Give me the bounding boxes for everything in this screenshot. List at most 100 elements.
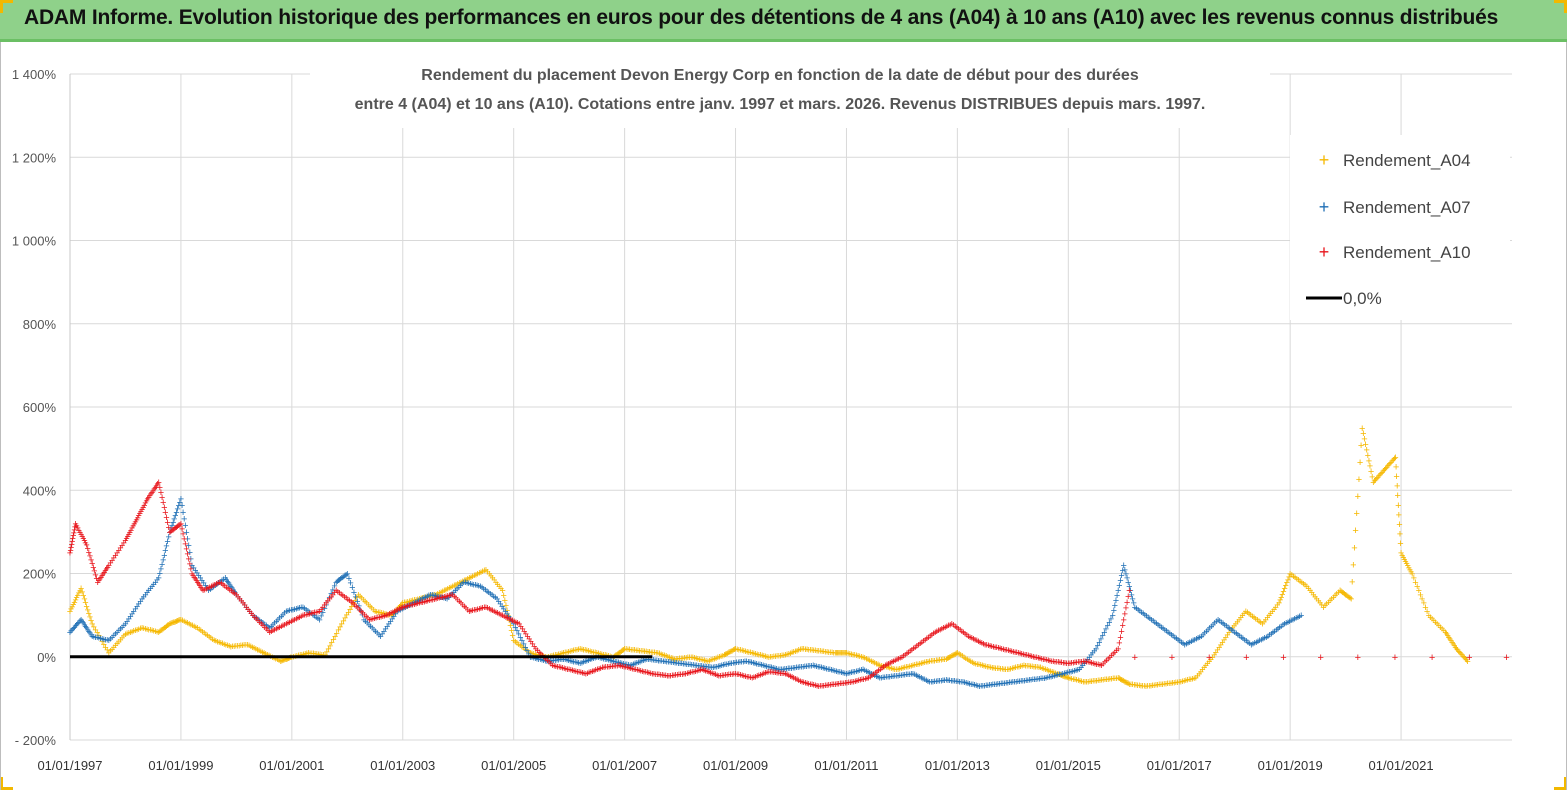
point-rendement-a07: + xyxy=(1055,670,1061,682)
point-rendement-a07: + xyxy=(695,660,701,672)
point-rendement-a04: + xyxy=(416,593,422,605)
point-rendement-a07: + xyxy=(406,600,412,612)
point-rendement-a07: + xyxy=(245,604,251,616)
point-rendement-a07: + xyxy=(1180,638,1186,650)
point-rendement-a04: + xyxy=(228,641,234,653)
point-rendement-a04: + xyxy=(396,601,402,613)
point-rendement-a07: + xyxy=(607,655,613,667)
point-rendement-a07: + xyxy=(522,642,528,654)
point-rendement-a07: + xyxy=(903,669,909,681)
point-rendement-a04: + xyxy=(1036,662,1042,674)
point-rendement-a04: + xyxy=(479,566,485,578)
point-rendement-a07: + xyxy=(273,616,279,628)
point-rendement-a04: + xyxy=(219,638,225,650)
point-rendement-a07: + xyxy=(926,677,932,689)
point-rendement-a04: + xyxy=(1082,677,1088,689)
point-rendement-a04: + xyxy=(1128,679,1134,691)
point-rendement-a07: + xyxy=(985,680,991,692)
point-rendement-a07: + xyxy=(1083,656,1089,668)
point-rendement-a04: + xyxy=(882,661,888,673)
point-rendement-a04: + xyxy=(1037,662,1043,674)
point-rendement-a07: + xyxy=(122,618,128,630)
point-rendement-a07: + xyxy=(220,574,226,586)
point-rendement-a07: + xyxy=(627,660,633,672)
point-rendement-a04: + xyxy=(421,592,427,604)
point-rendement-a04: + xyxy=(1334,588,1340,600)
point-rendement-a07: + xyxy=(559,654,565,666)
y-tick-label: 1 200% xyxy=(12,150,57,165)
point-rendement-a04: + xyxy=(1371,476,1377,488)
point-rendement-a07: + xyxy=(885,672,891,684)
point-rendement-a04: + xyxy=(425,591,431,603)
point-rendement-a07: + xyxy=(1140,608,1146,620)
point-rendement-a04: + xyxy=(945,653,951,665)
point-rendement-a07: + xyxy=(467,578,473,590)
point-rendement-a07: + xyxy=(707,662,713,674)
point-rendement-a04: + xyxy=(701,655,707,667)
point-rendement-a04: + xyxy=(1249,611,1255,623)
point-rendement-a07: + xyxy=(1071,665,1077,677)
point-rendement-a04: + xyxy=(312,648,318,660)
point-rendement-a07: + xyxy=(454,583,460,595)
point-rendement-a07: + xyxy=(117,623,123,635)
point-rendement-a07: + xyxy=(737,657,743,669)
point-rendement-a07: + xyxy=(872,670,878,682)
point-rendement-a04: + xyxy=(400,598,406,610)
point-rendement-a04: + xyxy=(721,650,727,662)
point-rendement-a07: + xyxy=(592,652,598,664)
point-rendement-a04: + xyxy=(723,648,729,660)
point-rendement-a07: + xyxy=(494,593,500,605)
point-rendement-a07: + xyxy=(444,593,450,605)
point-rendement-a04: + xyxy=(107,646,113,658)
point-rendement-a04: + xyxy=(969,657,975,669)
point-rendement-a04: + xyxy=(345,607,351,619)
point-rendement-a04: + xyxy=(616,648,622,660)
point-rendement-a04: + xyxy=(77,585,83,597)
point-rendement-a04: + xyxy=(1397,538,1403,550)
y-tick-label: 400% xyxy=(23,483,57,498)
point-rendement-a04: + xyxy=(698,654,704,666)
point-rendement-a04: + xyxy=(357,591,363,603)
point-rendement-a07: + xyxy=(439,592,445,604)
point-rendement-a04: + xyxy=(325,643,331,655)
point-rendement-a07: + xyxy=(212,580,218,592)
point-rendement-a07: + xyxy=(946,675,952,687)
point-rendement-a04: + xyxy=(1451,640,1457,652)
point-rendement-a07: + xyxy=(742,656,748,668)
point-rendement-a07: + xyxy=(534,653,540,665)
point-rendement-a07: + xyxy=(532,653,538,665)
point-rendement-a04: + xyxy=(769,651,775,663)
point-rendement-a07: + xyxy=(81,619,87,631)
point-rendement-a04: + xyxy=(891,664,897,676)
point-rendement-a07: + xyxy=(78,614,84,626)
point-rendement-a07: + xyxy=(82,621,88,633)
point-rendement-a04: + xyxy=(736,644,742,656)
point-rendement-a04: + xyxy=(1280,586,1286,598)
point-rendement-a04: + xyxy=(307,648,313,660)
point-rendement-a07: + xyxy=(354,596,360,608)
point-rendement-a04: + xyxy=(690,652,696,664)
point-rendement-a04: + xyxy=(418,593,424,605)
point-rendement-a07: + xyxy=(625,660,631,672)
point-rendement-a04: + xyxy=(888,663,894,675)
point-rendement-a04: + xyxy=(671,654,677,666)
point-rendement-a07: + xyxy=(431,590,437,602)
point-rendement-a04: + xyxy=(256,645,262,657)
point-rendement-a04: + xyxy=(344,610,350,622)
point-rendement-a07: + xyxy=(950,675,956,687)
point-rendement-a04: + xyxy=(1174,677,1180,689)
point-rendement-a04: + xyxy=(317,649,323,661)
point-rendement-a04: + xyxy=(284,653,290,665)
point-rendement-a04: + xyxy=(94,627,100,639)
point-rendement-a07: + xyxy=(545,656,551,668)
point-rendement-a04: + xyxy=(177,615,183,627)
point-rendement-a04: + xyxy=(112,640,118,652)
point-rendement-a04: + xyxy=(786,648,792,660)
point-rendement-a04: + xyxy=(1299,577,1305,589)
point-rendement-a07: + xyxy=(225,578,231,590)
point-rendement-a04: + xyxy=(839,648,845,660)
point-rendement-a04: + xyxy=(186,618,192,630)
point-rendement-a04: + xyxy=(1284,577,1290,589)
point-rendement-a07: + xyxy=(97,633,103,645)
point-rendement-a04: + xyxy=(845,648,851,660)
